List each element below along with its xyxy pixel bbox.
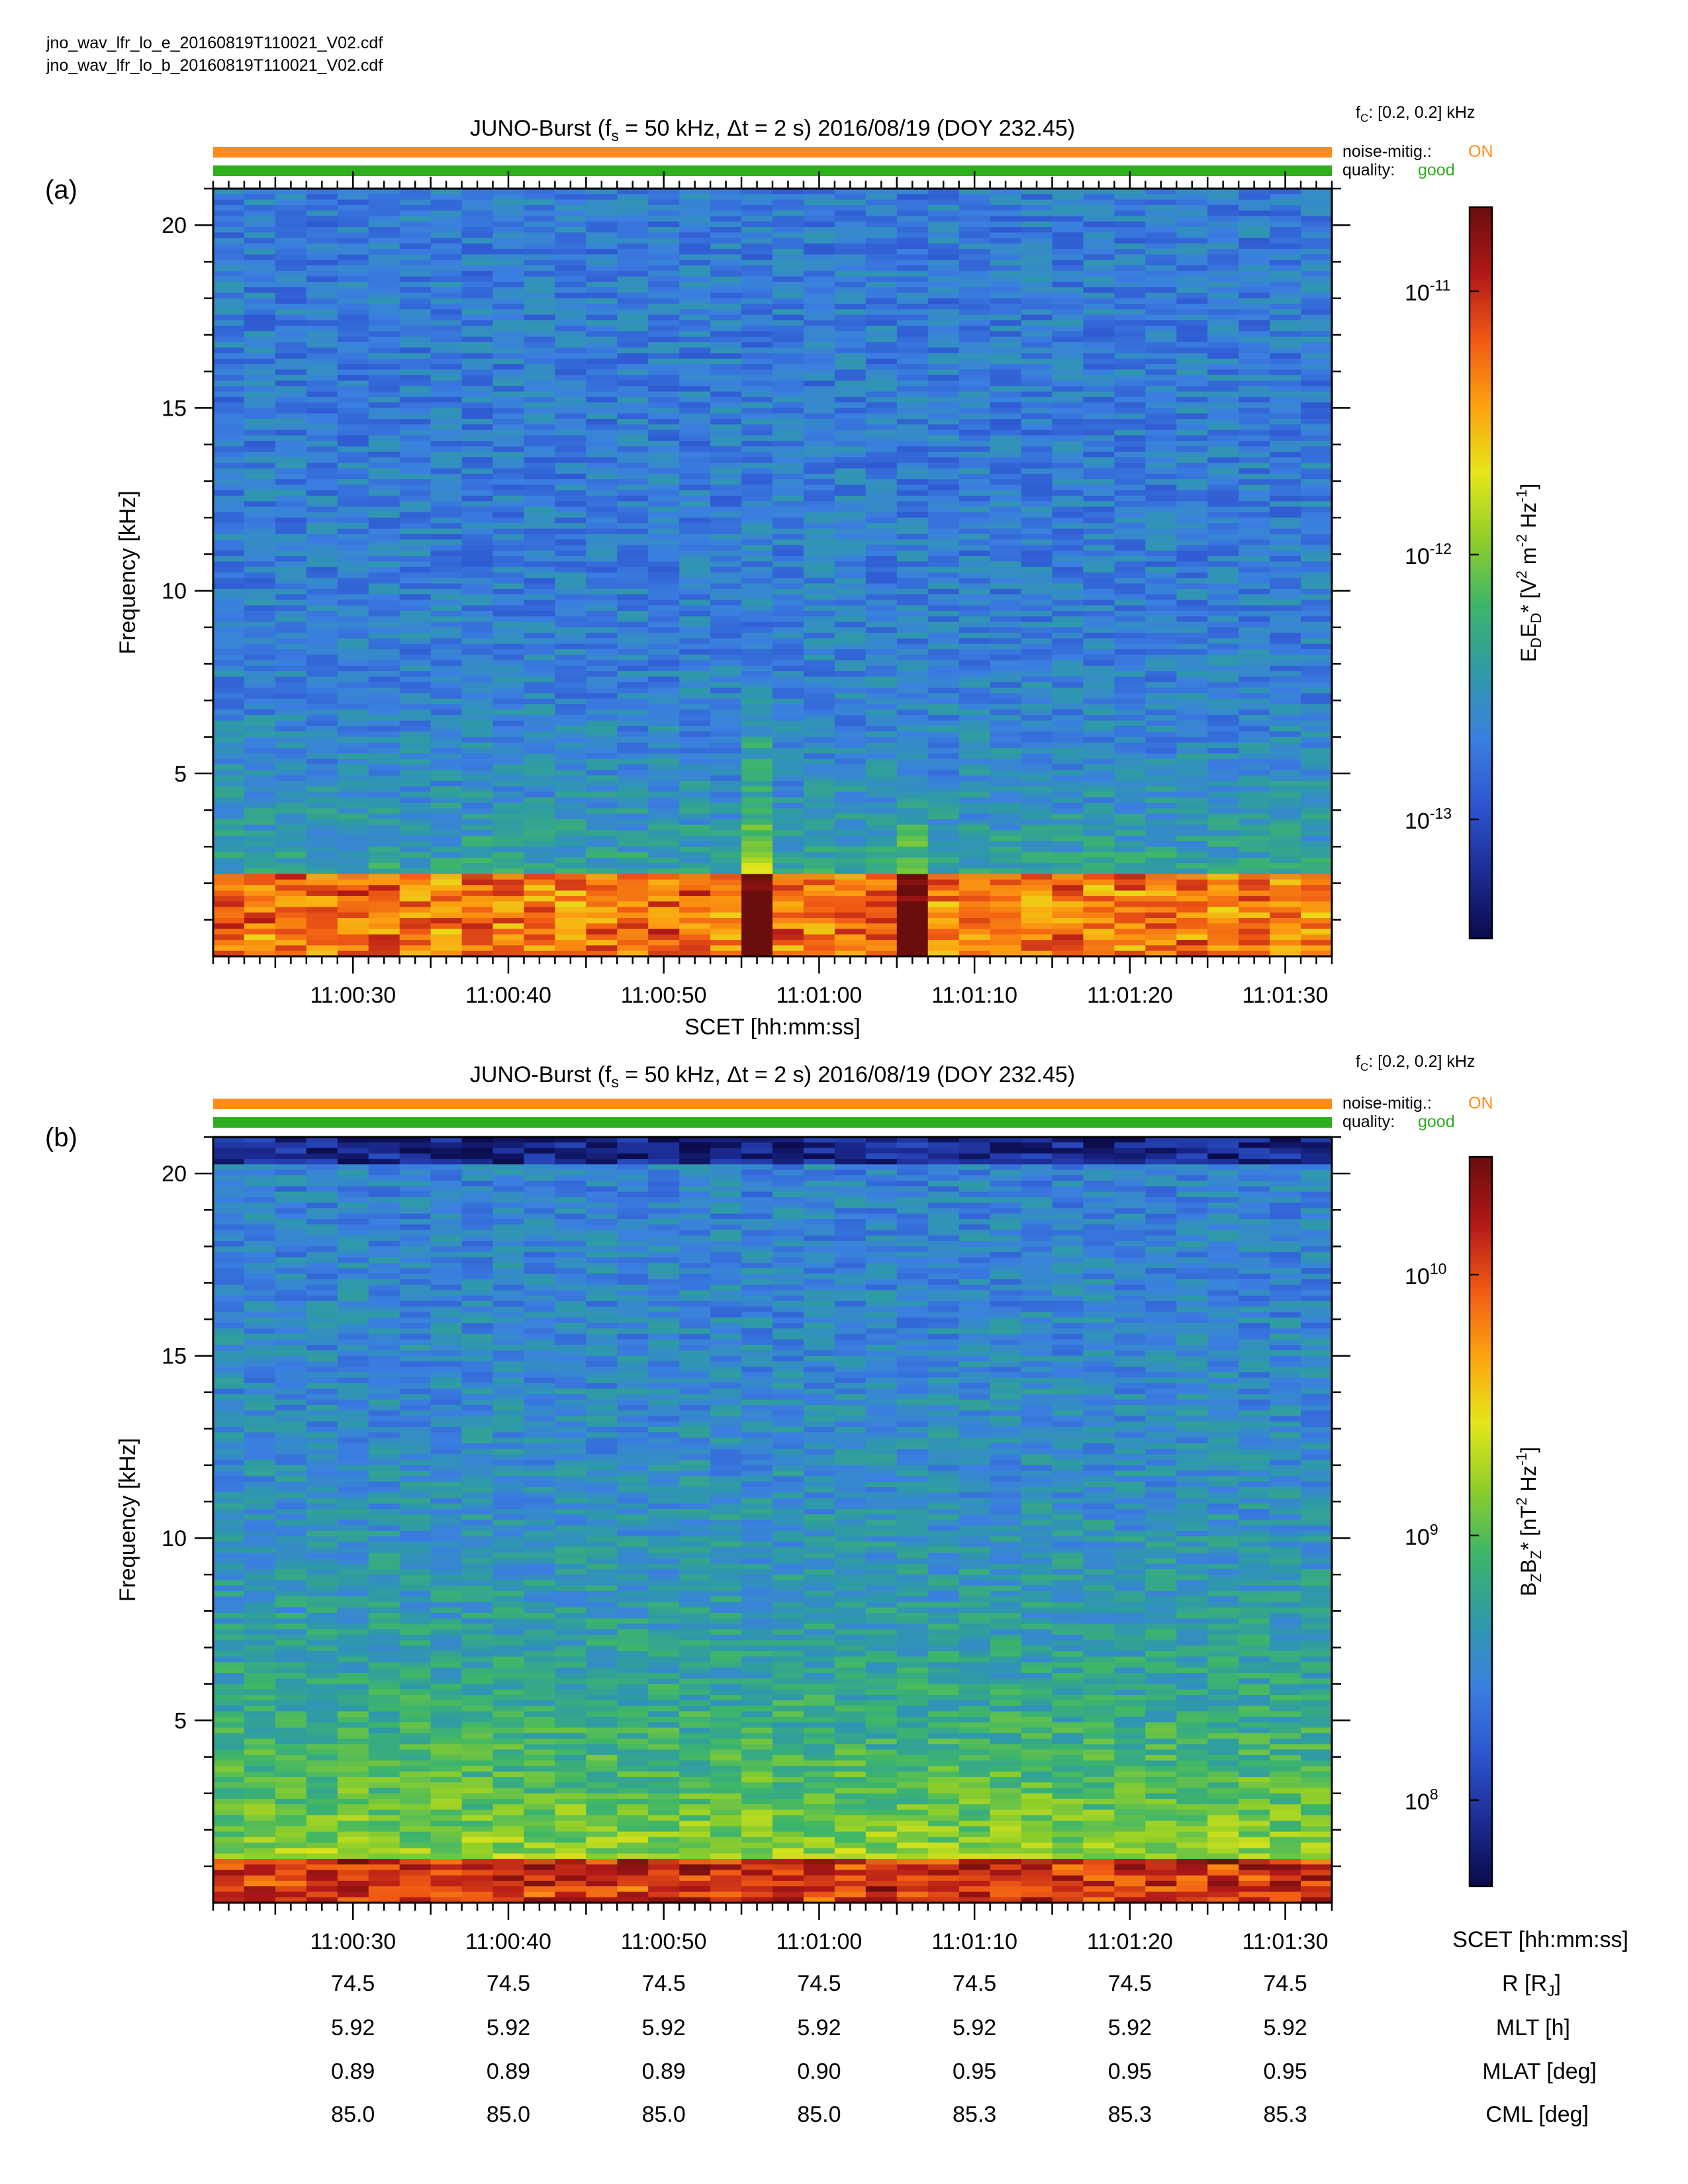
y-tick-label: 10	[162, 1526, 187, 1551]
x-axis-label: SCET [hh:mm:ss]	[684, 1015, 861, 1040]
colorbar-tick-label: 10-11	[1405, 277, 1450, 306]
quality-value: good	[1418, 1113, 1455, 1131]
ephemeris-value: 74.5	[1108, 1971, 1152, 1996]
x-tick-label: 11:01:00	[776, 983, 863, 1008]
noise-mitigation-bar	[213, 1099, 1332, 1109]
panel-title: JUNO-Burst (fs = 50 kHz, Δt = 2 s) 2016/…	[470, 1062, 1075, 1091]
ephemeris-value: 5.92	[331, 2015, 375, 2040]
spectrogram-heatmap	[213, 1137, 1332, 1903]
ephemeris-label-scet: SCET [hh:mm:ss]	[1452, 1927, 1628, 1952]
colorbar	[1468, 206, 1493, 940]
noise-mitigation-value: ON	[1468, 142, 1493, 161]
cutoff-frequency-label: fC: [0.2, 0.2] kHz	[1356, 103, 1475, 124]
x-tick-label: 11:01:20	[1087, 1929, 1173, 1954]
panel-b: JUNO-Burst (fs = 50 kHz, Δt = 2 s) 2016/…	[45, 1052, 1544, 1954]
ephemeris-value: 85.0	[487, 2102, 530, 2127]
ephemeris-value: 5.92	[487, 2015, 530, 2040]
quality-bar	[213, 1117, 1332, 1128]
y-tick-label: 5	[174, 1709, 187, 1734]
ephemeris-value: 0.89	[331, 2059, 375, 2084]
ephemeris-value: 85.0	[331, 2102, 375, 2127]
ephemeris-value: 74.5	[953, 1971, 996, 1996]
ephemeris-value: 5.92	[1263, 2015, 1307, 2040]
x-tick-label: 11:00:50	[621, 983, 707, 1008]
x-tick-label: 11:00:50	[621, 1929, 707, 1954]
x-tick-label: 11:00:30	[310, 1929, 396, 1954]
ephemeris-label-mlat: MLAT [deg]	[1482, 2059, 1597, 2084]
noise-mitigation-value: ON	[1468, 1094, 1493, 1113]
spectrogram-heatmap	[213, 189, 1332, 956]
ephemeris-value: 85.3	[953, 2102, 996, 2127]
noise-mitigation-bar	[213, 147, 1332, 158]
ephemeris-value: 0.95	[1108, 2059, 1152, 2084]
ephemeris-value: 5.92	[797, 2015, 841, 2040]
colorbar-tick-label: 108	[1405, 1786, 1438, 1815]
colorbar-tick-label: 10-13	[1405, 805, 1452, 834]
y-tick-label: 5	[174, 762, 187, 787]
x-tick-label: 11:01:10	[931, 1929, 1017, 1954]
colorbar-tick-label: 10-12	[1405, 540, 1452, 569]
ephemeris-value: 85.0	[797, 2102, 841, 2127]
ephemeris-value: 74.5	[487, 1971, 530, 1996]
ephemeris-label-r: R [RJ]	[1502, 1971, 1561, 1999]
ephemeris-value: 85.3	[1263, 2102, 1307, 2127]
x-tick-label: 11:01:30	[1243, 983, 1329, 1008]
ephemeris-value: 85.0	[642, 2102, 686, 2127]
colorbar-tick-label: 109	[1405, 1521, 1438, 1550]
ephemeris-value: 74.5	[331, 1971, 375, 1996]
x-tick-label: 11:01:10	[931, 983, 1017, 1008]
x-tick-label: 11:01:30	[1243, 1929, 1329, 1954]
quality-bar	[213, 165, 1332, 176]
ephemeris-label-cml: CML [deg]	[1485, 2102, 1589, 2127]
ephemeris-value: 85.3	[1108, 2102, 1152, 2127]
ephemeris-value: 5.92	[642, 2015, 686, 2040]
panel-label: (a)	[45, 175, 77, 205]
cutoff-frequency-label: fC: [0.2, 0.2] kHz	[1356, 1052, 1475, 1073]
ephemeris-value: 5.92	[1108, 2015, 1152, 2040]
y-tick-label: 20	[162, 213, 187, 238]
panel-title: JUNO-Burst (fs = 50 kHz, Δt = 2 s) 2016/…	[470, 116, 1075, 144]
ephemeris-value: 74.5	[1263, 1971, 1307, 1996]
ephemeris-value: 0.90	[797, 2059, 841, 2084]
file-names: jno_wav_lfr_lo_e_20160819T110021_V02.cdf…	[46, 32, 383, 77]
quality-value: good	[1418, 161, 1455, 179]
colorbar	[1468, 1156, 1493, 1888]
x-tick-label: 11:01:00	[776, 1929, 863, 1954]
noise-mitigation-label: noise-mitig.:	[1342, 142, 1432, 161]
y-tick-label: 15	[162, 396, 187, 421]
x-tick-label: 11:01:20	[1087, 983, 1173, 1008]
colorbar-label: BZBZ* [nT2 Hz-1]	[1513, 1447, 1544, 1596]
ephemeris-value: 74.5	[642, 1971, 686, 1996]
quality-label: quality:	[1342, 161, 1395, 179]
y-axis-label: Frequency [kHz]	[115, 490, 140, 655]
colorbar-tick-label: 1010	[1405, 1260, 1446, 1289]
ephemeris-value: 0.89	[487, 2059, 530, 2084]
x-tick-label: 11:00:40	[465, 983, 551, 1008]
ephemeris-value: 0.95	[953, 2059, 996, 2084]
y-tick-label: 15	[162, 1344, 187, 1369]
ephemeris-value: 0.89	[642, 2059, 686, 2084]
panel-label: (b)	[45, 1123, 77, 1152]
y-axis-label: Frequency [kHz]	[115, 1438, 140, 1602]
x-tick-label: 11:00:40	[465, 1929, 551, 1954]
file-name-b: jno_wav_lfr_lo_b_20160819T110021_V02.cdf	[46, 56, 383, 75]
ephemeris-table: SCET [hh:mm:ss] R [RJ] MLT [h] MLAT [deg] CM…	[331, 1927, 1628, 2127]
panel-a: JUNO-Burst (fs = 50 kHz, Δt = 2 s) 2016/…	[45, 103, 1544, 1040]
y-tick-label: 20	[162, 1161, 187, 1187]
colorbar-label: EDED* [V2 m-2 Hz-1]	[1513, 484, 1544, 662]
quality-label: quality:	[1342, 1113, 1395, 1131]
ephemeris-value: 5.92	[953, 2015, 996, 2040]
file-name-e: jno_wav_lfr_lo_e_20160819T110021_V02.cdf	[46, 34, 383, 52]
ephemeris-label-mlt: MLT [h]	[1496, 2015, 1570, 2040]
x-tick-label: 11:00:30	[310, 983, 396, 1008]
ephemeris-value: 74.5	[797, 1971, 841, 1996]
ephemeris-value: 0.95	[1263, 2059, 1307, 2084]
noise-mitigation-label: noise-mitig.:	[1342, 1094, 1432, 1113]
y-tick-label: 10	[162, 579, 187, 604]
